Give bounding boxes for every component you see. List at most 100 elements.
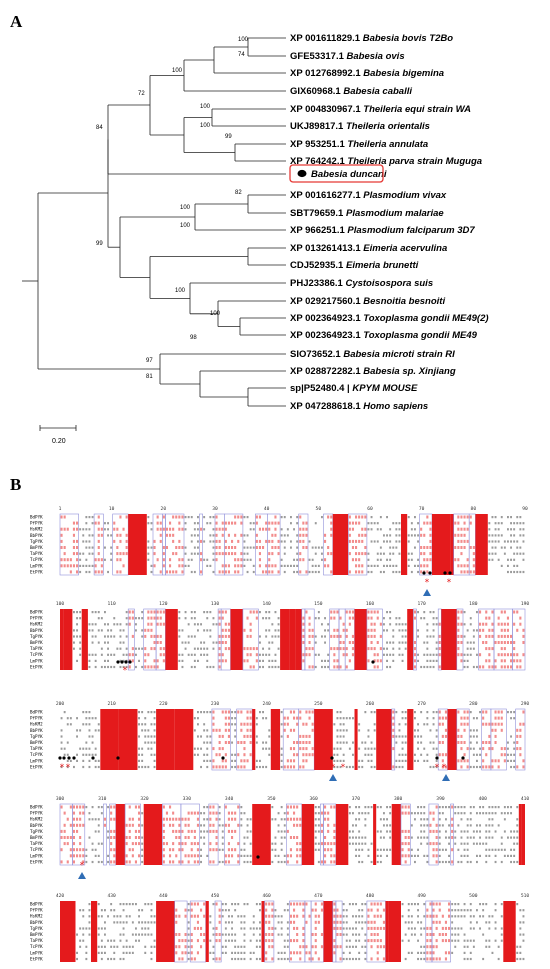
residue [314, 818, 317, 821]
residue [200, 747, 202, 750]
residue [367, 753, 370, 756]
residue [249, 939, 252, 942]
residue [206, 665, 209, 669]
residue [197, 552, 199, 555]
residue [500, 812, 503, 815]
similar-residue [262, 546, 265, 549]
residue [221, 848, 224, 851]
similar-residue [234, 564, 237, 568]
residue [184, 528, 187, 531]
similar-residue [494, 659, 497, 663]
similar-residue [193, 811, 196, 815]
similar-residue [156, 521, 159, 525]
similar-residue [333, 908, 336, 912]
residue [339, 723, 342, 726]
similar-residue [218, 933, 221, 936]
residue [271, 818, 274, 821]
similar-residue [162, 823, 165, 827]
similar-residue [404, 811, 407, 815]
similar-residue [153, 647, 156, 651]
residue [352, 836, 354, 839]
similar-residue [103, 823, 106, 827]
residue [404, 647, 407, 650]
similar-residue [367, 616, 370, 620]
residue [280, 836, 283, 839]
similar-residue [240, 710, 243, 714]
similar-residue [466, 527, 469, 531]
residue [212, 903, 215, 906]
residue [82, 927, 85, 930]
similar-residue [519, 753, 522, 757]
similar-column [304, 608, 315, 671]
similar-residue [516, 728, 519, 732]
similar-residue [296, 753, 299, 757]
similar-residue [289, 728, 292, 732]
residue [85, 741, 88, 744]
similar-residue [159, 622, 162, 626]
similar-residue [255, 610, 258, 614]
similar-residue [131, 823, 134, 827]
residue [386, 653, 388, 656]
residue [178, 659, 181, 662]
residue [401, 711, 404, 714]
binding-site-triangle [78, 872, 86, 879]
similar-residue [500, 634, 503, 638]
residue [259, 635, 261, 638]
similar-residue [373, 622, 376, 626]
similar-residue [69, 854, 72, 858]
residue [507, 741, 509, 744]
residue [401, 915, 404, 918]
similar-residue [460, 552, 463, 556]
residue [348, 830, 351, 833]
similar-residue [302, 616, 305, 620]
similar-residue [494, 641, 497, 644]
similar-residue [79, 854, 82, 858]
residue [243, 836, 246, 839]
similar-residue [463, 546, 466, 549]
position-tick: 300 [56, 796, 65, 802]
residue [373, 711, 376, 714]
similar-residue [320, 908, 323, 912]
residue [438, 854, 441, 857]
similar-residue [451, 817, 454, 821]
residue [426, 711, 429, 714]
residue [63, 747, 66, 750]
residue [138, 765, 140, 769]
similar-residue [153, 552, 156, 556]
residue [417, 806, 419, 809]
similar-residue [265, 951, 268, 955]
similar-residue [178, 933, 181, 936]
residue [135, 623, 137, 626]
similar-residue [485, 634, 488, 638]
residue [383, 818, 385, 821]
residue [110, 534, 113, 537]
similar-residue [457, 641, 460, 644]
similar-residue [209, 817, 212, 821]
residue [243, 860, 246, 864]
similar-residue [438, 634, 441, 638]
similar-residue [444, 939, 447, 943]
similar-residue [361, 539, 364, 543]
residue [259, 903, 261, 906]
residue [141, 812, 144, 815]
similar-residue [460, 641, 463, 644]
residue [383, 552, 385, 555]
residue [317, 806, 320, 809]
similar-residue [299, 842, 302, 846]
similar-residue [196, 854, 199, 858]
similar-residue [364, 515, 367, 519]
similar-residue [376, 610, 379, 614]
similar-residue [209, 848, 212, 852]
similar-residue [485, 765, 488, 769]
binding-site-triangle [423, 589, 431, 596]
similar-residue [116, 527, 119, 531]
residue [370, 759, 373, 762]
similar-residue [460, 716, 463, 720]
residue [100, 957, 103, 961]
similar-residue [271, 570, 274, 574]
similar-residue [444, 734, 447, 738]
position-tick: 200 [56, 701, 65, 707]
similar-residue [156, 659, 159, 663]
residue [491, 915, 494, 918]
residue [206, 741, 209, 744]
